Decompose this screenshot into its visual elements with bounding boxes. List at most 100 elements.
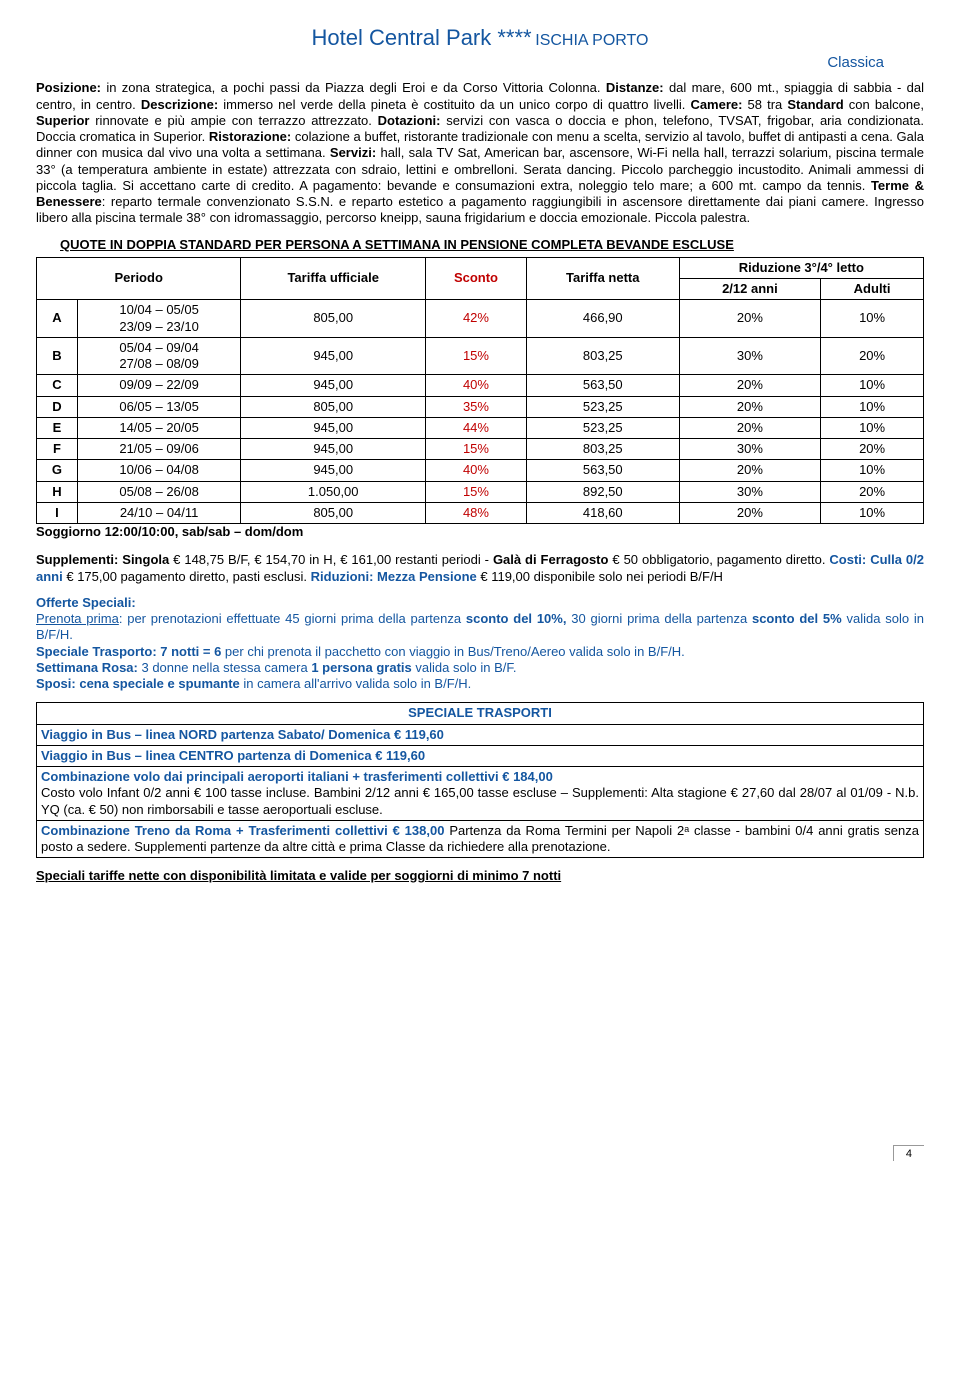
descrizione-label: Descrizione: bbox=[141, 97, 218, 112]
table-cell: 30% bbox=[679, 439, 821, 460]
table-row: I24/10 – 04/11805,0048%418,6020%10% bbox=[37, 502, 924, 523]
table-cell: D bbox=[37, 396, 78, 417]
description-paragraph: Posizione: in zona strategica, a pochi p… bbox=[36, 80, 924, 226]
table-cell: 10% bbox=[821, 375, 924, 396]
table-cell: 44% bbox=[426, 417, 527, 438]
table-cell: B bbox=[37, 337, 78, 375]
table-cell: 10% bbox=[821, 300, 924, 338]
table-cell: 20% bbox=[679, 396, 821, 417]
rates-table: Periodo Tariffa ufficiale Sconto Tariffa… bbox=[36, 257, 924, 524]
table-cell: 10% bbox=[821, 502, 924, 523]
table-cell: 20% bbox=[679, 417, 821, 438]
table-row: C09/09 – 22/09945,0040%563,5020%10% bbox=[37, 375, 924, 396]
table-cell: F bbox=[37, 439, 78, 460]
table-cell: 805,00 bbox=[241, 300, 426, 338]
table-cell: 30% bbox=[679, 481, 821, 502]
table-cell: 945,00 bbox=[241, 460, 426, 481]
servizi-label: Servizi: bbox=[330, 145, 376, 160]
table-cell: 24/10 – 04/11 bbox=[77, 502, 241, 523]
table-cell: A bbox=[37, 300, 78, 338]
rosa-label: Settimana Rosa: bbox=[36, 660, 138, 675]
offerte-title: Offerte Speciali: bbox=[36, 595, 924, 611]
table-cell: 10/06 – 04/08 bbox=[77, 460, 241, 481]
table-cell: 14/05 – 20/05 bbox=[77, 417, 241, 438]
supplementi-label: Supplementi: Singola bbox=[36, 552, 169, 567]
sposi-label: Sposi: cena speciale e spumante bbox=[36, 676, 240, 691]
table-cell: 40% bbox=[426, 375, 527, 396]
trasporto-label: Speciale Trasporto: 7 notti = 6 bbox=[36, 644, 221, 659]
table-cell: H bbox=[37, 481, 78, 502]
table-cell: 06/05 – 13/05 bbox=[77, 396, 241, 417]
table-cell: G bbox=[37, 460, 78, 481]
table-cell: 523,25 bbox=[526, 417, 679, 438]
col-tariffa-netta: Tariffa netta bbox=[526, 257, 679, 300]
bus-centro-row: Viaggio in Bus – linea CENTRO partenza d… bbox=[37, 745, 923, 766]
table-cell: 418,60 bbox=[526, 502, 679, 523]
table-row: B05/04 – 09/0427/08 – 08/09945,0015%803,… bbox=[37, 337, 924, 375]
table-cell: 803,25 bbox=[526, 439, 679, 460]
table-cell: 21/05 – 09/06 bbox=[77, 439, 241, 460]
col-sconto: Sconto bbox=[426, 257, 527, 300]
table-cell: 20% bbox=[679, 300, 821, 338]
table-cell: 803,25 bbox=[526, 337, 679, 375]
table-cell: 563,50 bbox=[526, 460, 679, 481]
prenota-label: Prenota prima bbox=[36, 611, 119, 626]
table-cell: 09/09 – 22/09 bbox=[77, 375, 241, 396]
page-number-area: 4 bbox=[36, 1145, 924, 1162]
table-cell: 523,25 bbox=[526, 396, 679, 417]
table-cell: 945,00 bbox=[241, 375, 426, 396]
table-row: G10/06 – 04/08945,0040%563,5020%10% bbox=[37, 460, 924, 481]
table-cell: 30% bbox=[679, 337, 821, 375]
table-row: F21/05 – 09/06945,0015%803,2530%20% bbox=[37, 439, 924, 460]
ristorazione-label: Ristorazione: bbox=[209, 129, 291, 144]
camere-label: Camere: bbox=[690, 97, 742, 112]
dotazioni-label: Dotazioni: bbox=[378, 113, 441, 128]
distanze-label: Distanze: bbox=[606, 80, 664, 95]
table-cell: 20% bbox=[679, 502, 821, 523]
table-cell: 15% bbox=[426, 337, 527, 375]
col-tariffa-ufficiale: Tariffa ufficiale bbox=[241, 257, 426, 300]
table-cell: E bbox=[37, 417, 78, 438]
offerte-block: Offerte Speciali: Prenota prima: per pre… bbox=[36, 595, 924, 693]
col-periodo: Periodo bbox=[37, 257, 241, 300]
table-cell: 10% bbox=[821, 417, 924, 438]
table-cell: 20% bbox=[821, 481, 924, 502]
table-cell: 20% bbox=[821, 337, 924, 375]
table-cell: 466,90 bbox=[526, 300, 679, 338]
supplementi-paragraph: Supplementi: Singola € 148,75 B/F, € 154… bbox=[36, 552, 924, 585]
table-cell: 05/04 – 09/0427/08 – 08/09 bbox=[77, 337, 241, 375]
table-cell: I bbox=[37, 502, 78, 523]
col-2-12-anni: 2/12 anni bbox=[679, 279, 821, 300]
page-title-line: Hotel Central Park **** ISCHIA PORTO bbox=[36, 24, 924, 52]
hotel-location: ISCHIA PORTO bbox=[535, 32, 648, 49]
table-cell: 10% bbox=[821, 460, 924, 481]
trasporti-title: SPECIALE TRASPORTI bbox=[37, 703, 923, 723]
stay-note: Soggiorno 12:00/10:00, sab/sab – dom/dom bbox=[36, 524, 924, 540]
hotel-name: Hotel Central Park **** bbox=[312, 25, 532, 50]
table-cell: 805,00 bbox=[241, 396, 426, 417]
table-cell: 15% bbox=[426, 481, 527, 502]
table-cell: 05/08 – 26/08 bbox=[77, 481, 241, 502]
page-number: 4 bbox=[893, 1145, 924, 1162]
table-cell: 945,00 bbox=[241, 439, 426, 460]
table-cell: 563,50 bbox=[526, 375, 679, 396]
table-cell: 10% bbox=[821, 396, 924, 417]
table-cell: 945,00 bbox=[241, 337, 426, 375]
table-cell: 20% bbox=[821, 439, 924, 460]
bus-nord-row: Viaggio in Bus – linea NORD partenza Sab… bbox=[37, 724, 923, 745]
quote-header: QUOTE IN DOPPIA STANDARD PER PERSONA A S… bbox=[60, 237, 924, 253]
posizione-label: Posizione: bbox=[36, 80, 101, 95]
table-cell: 20% bbox=[679, 375, 821, 396]
table-row: A10/04 – 05/0523/09 – 23/10805,0042%466,… bbox=[37, 300, 924, 338]
table-cell: 48% bbox=[426, 502, 527, 523]
trasporti-box: SPECIALE TRASPORTI Viaggio in Bus – line… bbox=[36, 702, 924, 858]
table-cell: 1.050,00 bbox=[241, 481, 426, 502]
table-cell: 42% bbox=[426, 300, 527, 338]
table-row: D06/05 – 13/05805,0035%523,2520%10% bbox=[37, 396, 924, 417]
table-row: H05/08 – 26/081.050,0015%892,5030%20% bbox=[37, 481, 924, 502]
col-riduzione: Riduzione 3°/4° letto bbox=[679, 257, 923, 278]
category-label: Classica bbox=[36, 54, 924, 73]
table-cell: 15% bbox=[426, 439, 527, 460]
table-row: E14/05 – 20/05945,0044%523,2520%10% bbox=[37, 417, 924, 438]
table-cell: 20% bbox=[679, 460, 821, 481]
